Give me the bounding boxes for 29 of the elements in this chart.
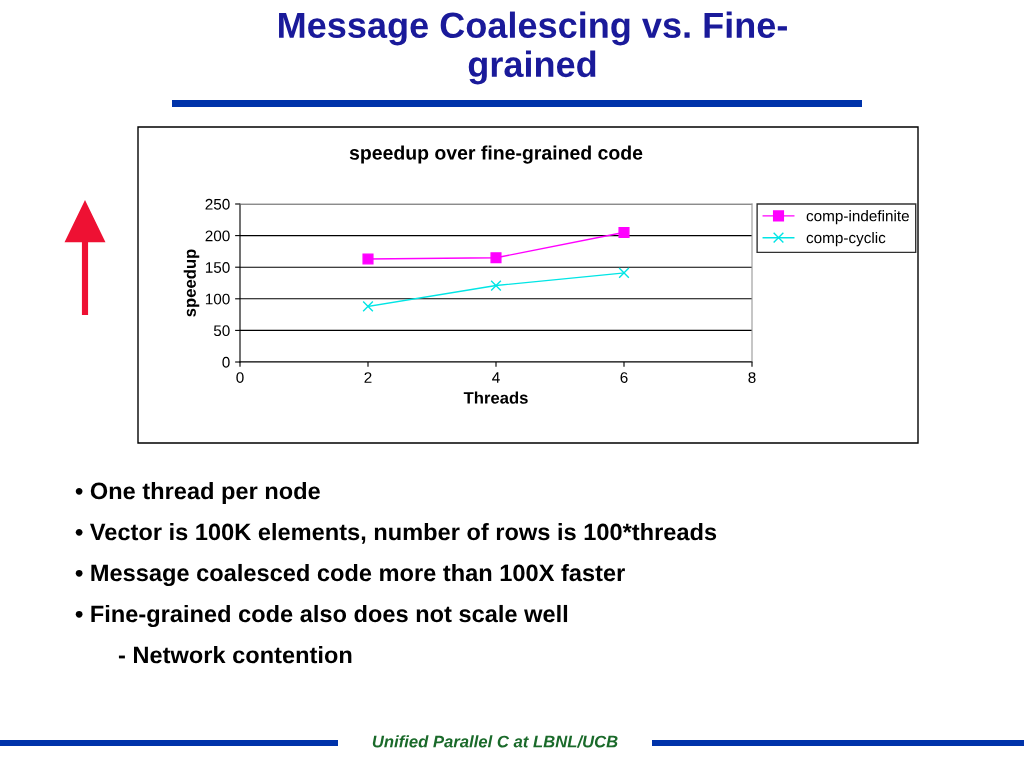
x-axis-title: Threads — [463, 391, 528, 404]
y-tick-label: 50 — [213, 325, 230, 337]
y-tick-label: 100 — [205, 293, 230, 305]
text: • Vector is 100K elements, number of rows is 100*threads — [75, 522, 717, 544]
text: • Message coalesced code more than 100X faster — [75, 563, 625, 587]
text: - Network contention — [118, 645, 352, 664]
point — [618, 226, 630, 238]
text: • One thread per node — [75, 481, 320, 504]
y-tick-label: 200 — [205, 230, 230, 242]
chart-title: Message Coalescing vs. Fine- grained — [279, 11, 787, 85]
x-tick-label: 0 — [236, 372, 244, 383]
x-tick-label: 4 — [492, 372, 500, 383]
point — [362, 253, 374, 265]
chart-subtitle: speedup over fine-grained code — [349, 145, 643, 164]
legend-label: comp-cyclic — [806, 231, 886, 247]
x-tick-label: 8 — [748, 372, 756, 383]
point — [362, 300, 374, 312]
point — [490, 252, 502, 264]
text: Unified Parallel C at LBNL/UCB — [372, 735, 618, 748]
point — [618, 267, 630, 279]
y-tick-label: 0 — [222, 356, 230, 368]
x-tick-label: 6 — [620, 372, 628, 383]
point — [490, 279, 502, 292]
y-tick-label: 250 — [205, 198, 230, 210]
y-axis-title: speedup — [183, 249, 200, 317]
text: • Fine-grained code also does not scale well — [75, 604, 568, 628]
y-tick-label: 150 — [205, 262, 230, 273]
x-tick-label: 2 — [364, 372, 372, 383]
legend-label: comp-indefinite — [806, 210, 909, 225]
